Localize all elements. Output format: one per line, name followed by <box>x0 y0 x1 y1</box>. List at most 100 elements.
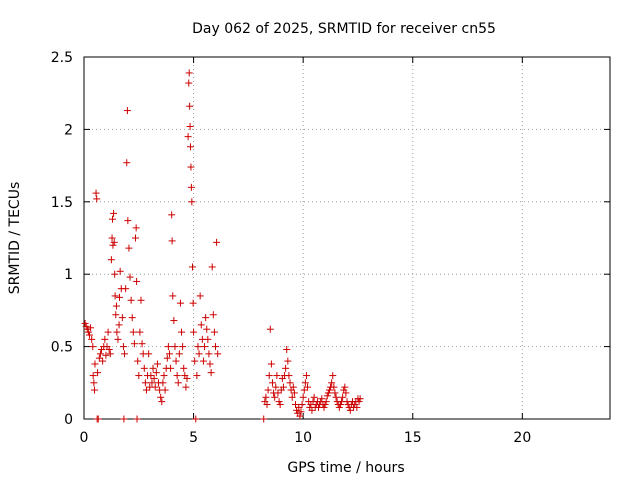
data-point <box>176 299 184 307</box>
data-point <box>210 328 218 336</box>
data-point <box>325 386 333 394</box>
data-point <box>274 389 282 397</box>
data-point <box>193 372 201 380</box>
x-tick-label: 10 <box>294 430 312 446</box>
data-point <box>266 325 274 333</box>
data-point <box>214 350 222 358</box>
data-point <box>201 343 209 351</box>
data-point <box>160 372 168 380</box>
data-point <box>88 335 96 343</box>
data-point <box>94 415 102 423</box>
data-point <box>187 183 195 191</box>
data-point <box>330 383 338 391</box>
data-point <box>135 372 143 380</box>
data-point <box>265 372 273 380</box>
data-point <box>336 401 344 409</box>
grid <box>84 57 610 419</box>
data-point <box>190 328 198 336</box>
data-point <box>83 325 91 333</box>
data-point <box>196 292 204 300</box>
data-point <box>331 389 339 397</box>
data-point <box>159 379 167 387</box>
data-point <box>126 273 134 281</box>
data-point <box>329 372 337 380</box>
data-point <box>151 383 159 391</box>
data-point <box>119 343 127 351</box>
data-point <box>136 328 144 336</box>
data-point <box>179 343 187 351</box>
data-point <box>188 198 196 206</box>
chart-title: Day 062 of 2025, SRMTID for receiver cn5… <box>192 21 496 37</box>
data-point <box>288 393 296 401</box>
data-point <box>113 328 121 336</box>
data-point <box>353 403 361 411</box>
data-point <box>161 386 169 394</box>
data-point <box>175 350 183 358</box>
data-point <box>94 369 102 377</box>
data-point <box>185 69 193 77</box>
y-tick-label: 0 <box>64 412 73 428</box>
data-point <box>185 79 193 87</box>
data-point <box>273 372 281 380</box>
data-point <box>268 379 276 387</box>
data-point <box>275 398 283 406</box>
data-point <box>134 357 142 365</box>
data-point <box>335 403 343 411</box>
data-point <box>148 379 156 387</box>
data-point <box>107 256 115 264</box>
data-point <box>263 401 271 409</box>
data-point <box>264 386 272 394</box>
data-point <box>99 357 107 365</box>
data-point <box>205 350 213 358</box>
data-point <box>184 133 192 141</box>
plot-frame <box>83 56 611 420</box>
data-point <box>341 383 349 391</box>
data-point <box>174 379 182 387</box>
data-point <box>140 364 148 372</box>
data-point <box>199 357 207 365</box>
data-point <box>132 234 140 242</box>
data-point <box>208 263 216 271</box>
data-point <box>118 314 126 322</box>
data-point <box>153 360 161 368</box>
data-point <box>304 383 312 391</box>
data-point <box>272 383 280 391</box>
data-point <box>168 211 176 219</box>
data-point <box>173 372 181 380</box>
data-point <box>127 296 135 304</box>
data-point <box>203 325 211 333</box>
data-point <box>171 343 179 351</box>
data-point <box>167 364 175 372</box>
data-point <box>191 357 199 365</box>
data-point <box>115 321 123 329</box>
data-point <box>137 296 145 304</box>
data-point <box>298 401 306 409</box>
data-point <box>102 351 110 359</box>
data-point <box>106 350 114 358</box>
y-tick-label: 0.5 <box>51 340 73 356</box>
data-point <box>178 328 186 336</box>
data-point <box>129 328 137 336</box>
data-point <box>262 393 270 401</box>
data-point <box>202 314 210 322</box>
data-point <box>284 357 292 365</box>
data-point <box>212 343 219 351</box>
data-point <box>105 345 113 353</box>
data-point <box>90 379 98 387</box>
data-point <box>84 328 92 336</box>
x-axis: 0 5 10 15 20 <box>80 57 531 446</box>
data-point <box>130 340 138 348</box>
data-point <box>123 159 131 167</box>
data-point <box>91 386 99 394</box>
data-point <box>285 372 293 380</box>
data-point <box>187 163 195 171</box>
data-point <box>180 364 188 372</box>
x-tick-label: 15 <box>404 430 422 446</box>
data-point <box>286 379 294 387</box>
data-point <box>82 322 90 330</box>
data-point <box>320 403 328 411</box>
data-point <box>283 345 291 353</box>
y-tick-label: 2 <box>64 122 73 138</box>
data-point <box>356 395 364 403</box>
